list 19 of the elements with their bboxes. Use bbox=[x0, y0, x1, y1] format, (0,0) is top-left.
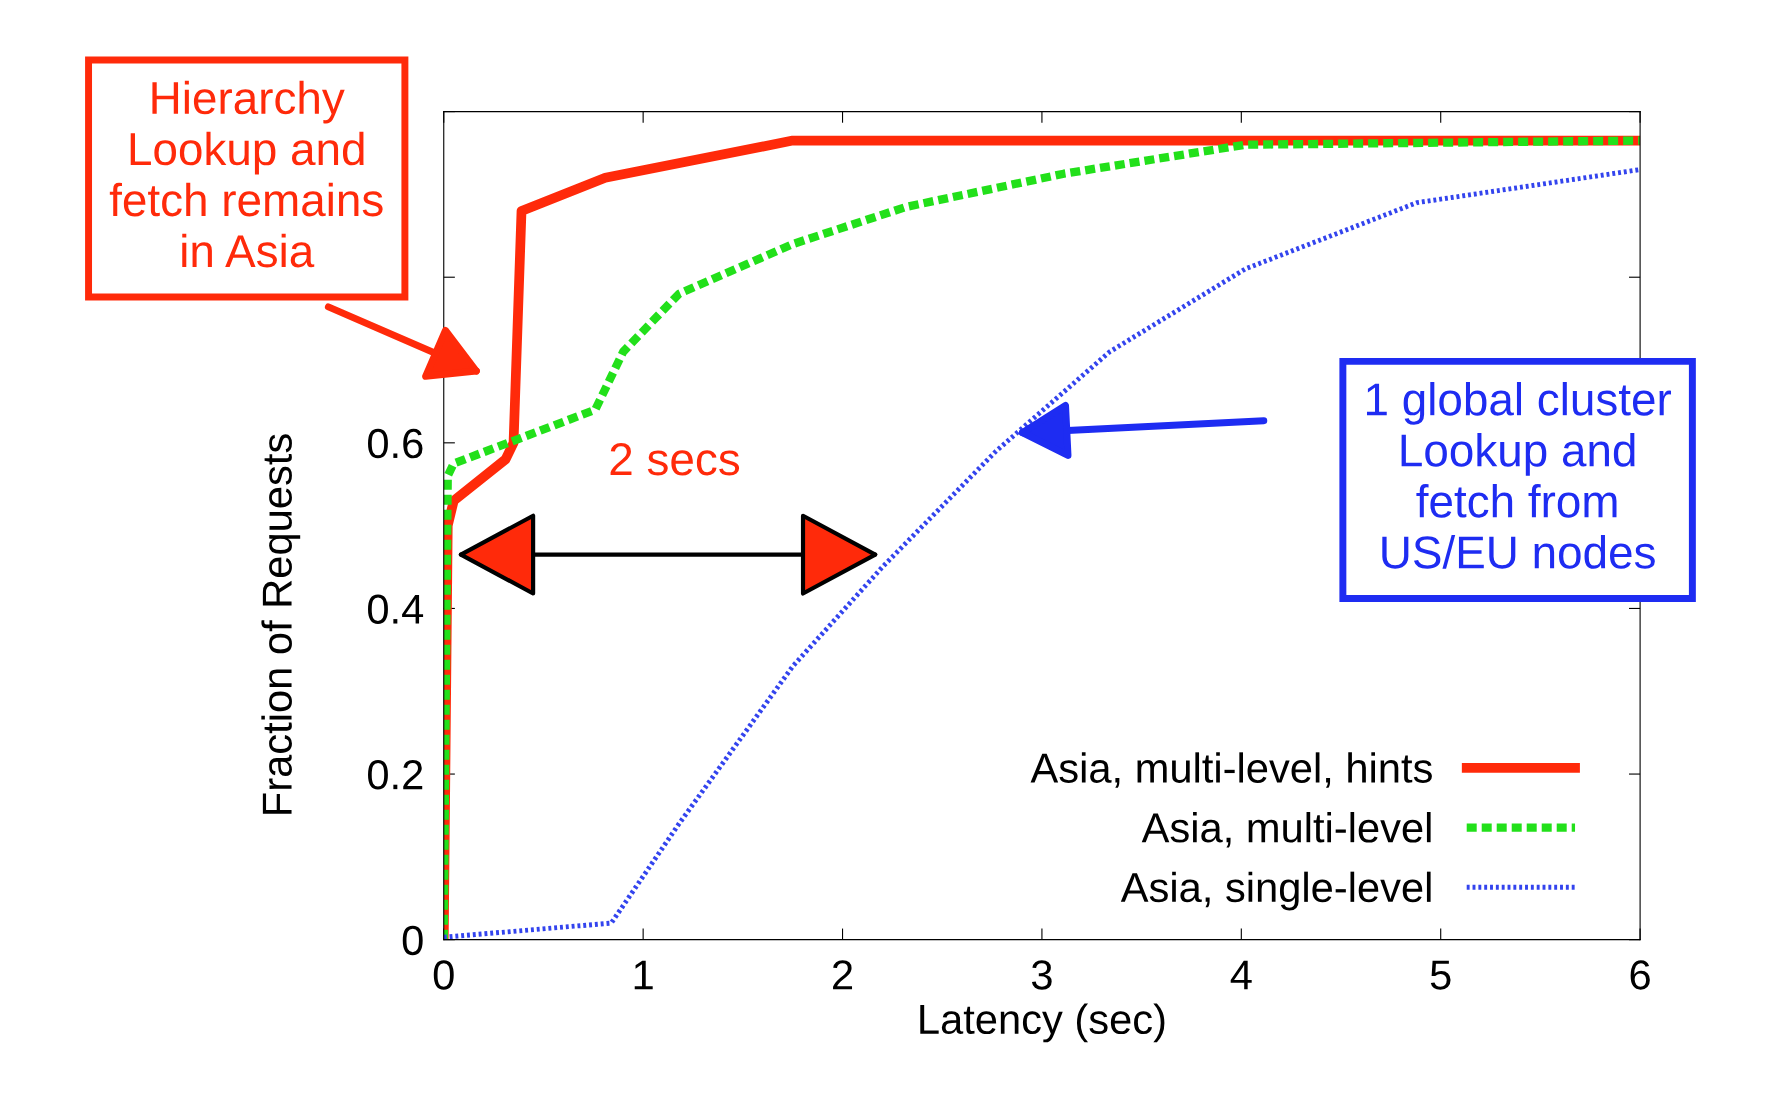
x-tick-label: 0 bbox=[433, 960, 454, 990]
x-tick-label: 1 bbox=[634, 960, 653, 990]
legend-label: Asia, single-level bbox=[1120, 871, 1431, 911]
x-tick-label: 5 bbox=[1430, 960, 1451, 990]
x-tick-label: 6 bbox=[1630, 960, 1650, 990]
x-tick-label: 4 bbox=[1230, 960, 1252, 990]
x-axis-title: Latency (sec) bbox=[920, 1003, 1165, 1043]
y-tick-label: 0 bbox=[402, 925, 423, 956]
text: Hierarchy Lookup and fetch remains in Asia bbox=[109, 80, 383, 268]
annotation: 2 secs bbox=[610, 442, 740, 476]
y-tick-label: 0.4 bbox=[368, 594, 424, 624]
annotation: 1 global cluster Lookup and fetch from US/EU nodes bbox=[1366, 381, 1672, 569]
legend-label: Asia, multi-level, hints bbox=[1030, 752, 1432, 788]
x-tick-label: 3 bbox=[1031, 960, 1052, 990]
x-tick-label: 2 bbox=[833, 960, 853, 990]
y-tick-label: 0.2 bbox=[368, 760, 423, 790]
y-tick-label: 0.6 bbox=[368, 428, 423, 459]
legend-label: Asia, multi-level bbox=[1141, 811, 1431, 848]
y-axis-title: Fraction of Requests bbox=[261, 434, 301, 814]
